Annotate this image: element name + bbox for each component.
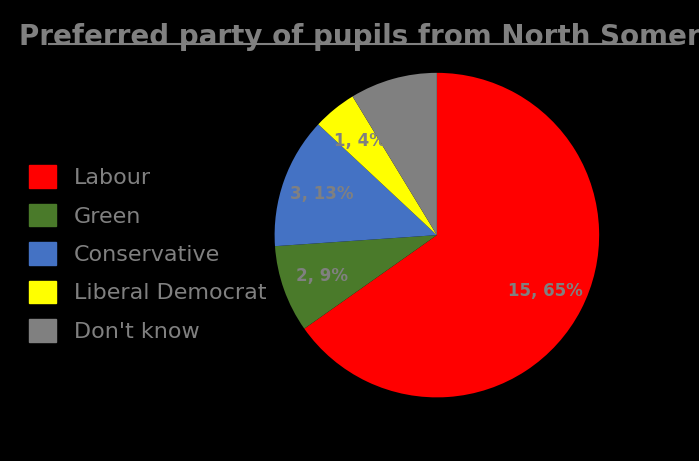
Text: 3, 13%: 3, 13%: [291, 185, 354, 203]
Text: 2, 9%: 2, 9%: [378, 109, 430, 127]
Legend: Labour, Green, Conservative, Liberal Democrat, Don't know: Labour, Green, Conservative, Liberal Dem…: [18, 154, 278, 353]
Wedge shape: [304, 73, 599, 397]
Wedge shape: [275, 124, 437, 246]
Wedge shape: [352, 73, 437, 235]
Text: 2, 9%: 2, 9%: [296, 267, 348, 285]
Wedge shape: [318, 96, 437, 235]
Wedge shape: [275, 235, 437, 329]
Text: 15, 65%: 15, 65%: [507, 282, 582, 300]
Text: 1, 4%: 1, 4%: [334, 132, 386, 150]
Text: Preferred party of pupils from North Somerset: Preferred party of pupils from North Som…: [20, 23, 699, 51]
